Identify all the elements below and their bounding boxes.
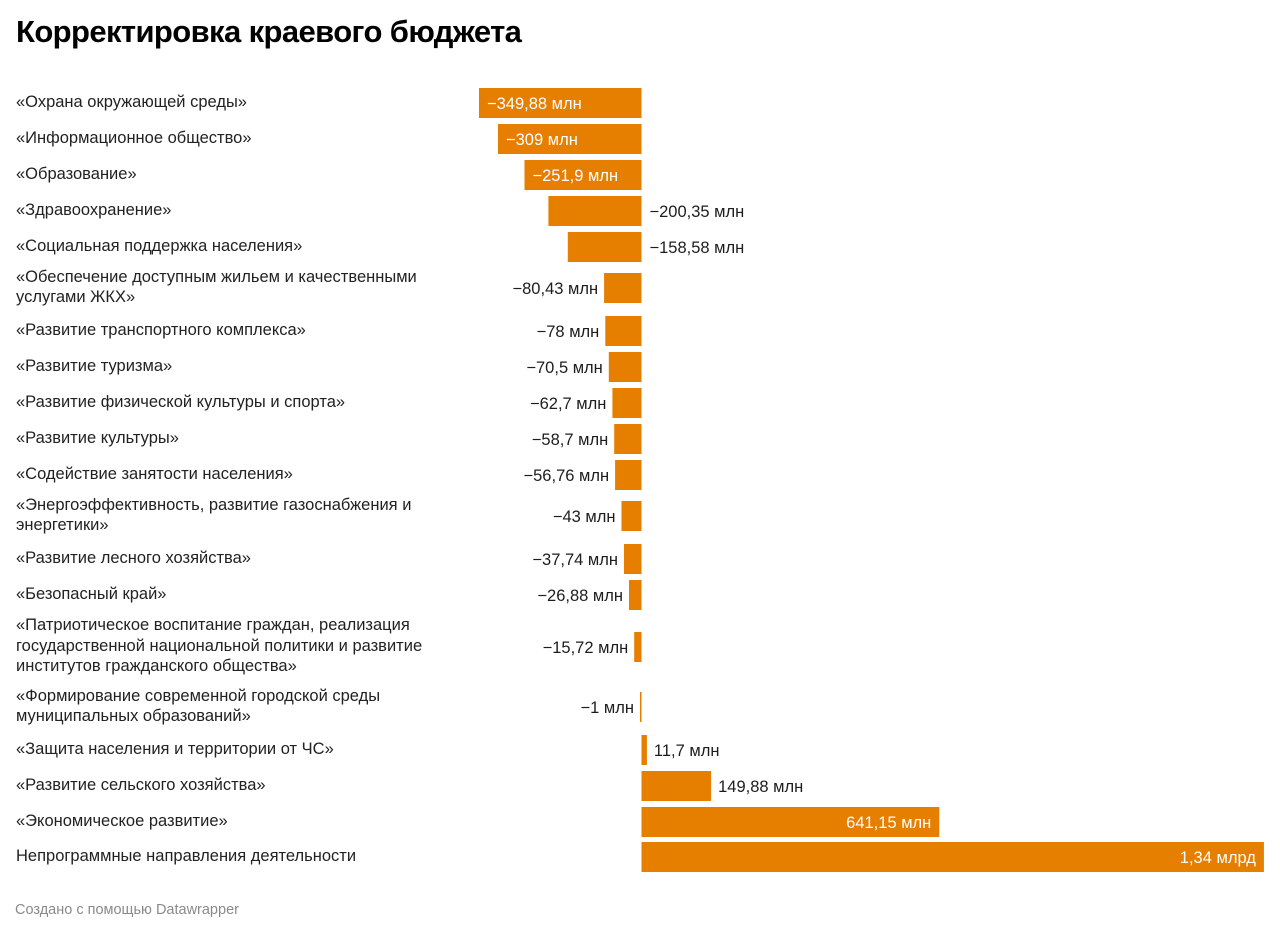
category-label: «Обеспечение доступным жильем и качестве…	[16, 267, 417, 307]
category-label: «Содействие занятости населения»	[16, 464, 293, 483]
bar	[615, 460, 642, 490]
value-label: −62,7 млн	[530, 395, 606, 413]
value-label: 11,7 млн	[654, 742, 720, 760]
value-label: −1 млн	[581, 699, 634, 717]
bar	[641, 807, 940, 837]
bar	[641, 735, 647, 765]
category-label: «Развитие культуры»	[16, 428, 179, 447]
category-label: «Развитие физической культуры и спорта»	[16, 392, 346, 411]
value-label: −200,35 млн	[650, 203, 745, 221]
category-label: «Развитие транспортного комплекса»	[16, 320, 306, 339]
value-label: −78 млн	[537, 323, 600, 341]
value-label: −26,88 млн	[537, 587, 623, 605]
category-label: «Социальная поддержка населения»	[16, 236, 303, 255]
category-label: «Защита населения и территории от ЧС»	[16, 739, 334, 758]
category-label: «Развитие сельского хозяйства»	[16, 775, 266, 794]
category-label: «Развитие лесного хозяйства»	[16, 548, 251, 567]
chart-title: Корректировка краевого бюджета	[16, 14, 522, 49]
bar	[608, 352, 642, 382]
bar	[614, 424, 642, 454]
bar	[612, 388, 642, 418]
bar	[621, 501, 642, 531]
value-label: −309 млн	[506, 131, 578, 149]
value-label: −251,9 млн	[533, 167, 619, 185]
value-label: −80,43 млн	[513, 280, 599, 298]
value-label: −58,7 млн	[532, 431, 608, 449]
bar	[567, 232, 642, 262]
category-label: «Патриотическое воспитание граждан, реал…	[16, 616, 423, 675]
value-label: 149,88 млн	[718, 778, 803, 796]
category-label: Непрограммные направления деятельности	[16, 846, 357, 865]
bar	[524, 160, 642, 190]
category-label: «Охрана окружающей среды»	[16, 92, 247, 111]
category-label: «Энергоэффективность, развитие газоснабж…	[16, 495, 412, 535]
bar	[605, 316, 642, 346]
category-label: «Развитие туризма»	[16, 356, 173, 375]
bar	[479, 88, 642, 118]
bar	[548, 196, 642, 226]
value-label: −43 млн	[553, 508, 616, 526]
value-label: 1,34 млрд	[1180, 849, 1256, 867]
bar	[641, 842, 1264, 872]
bar	[634, 632, 642, 662]
category-label: «Образование»	[16, 164, 137, 183]
footer-credit: Создано с помощью Datawrapper	[15, 902, 239, 918]
bar	[640, 692, 642, 722]
category-label: «Экономическое развитие»	[16, 811, 228, 830]
value-label: −37,74 млн	[532, 551, 618, 569]
bar	[641, 771, 712, 801]
value-label: −15,72 млн	[543, 639, 629, 657]
bar	[624, 544, 642, 574]
value-label: −56,76 млн	[524, 467, 610, 485]
category-label: «Здравоохранение»	[16, 200, 172, 219]
value-label: −349,88 млн	[487, 95, 582, 113]
value-label: 641,15 млн	[846, 814, 931, 832]
bar	[629, 580, 642, 610]
value-label: −158,58 млн	[650, 239, 745, 257]
category-label: «Информационное общество»	[16, 128, 252, 147]
bar	[498, 124, 642, 154]
category-label: «Безопасный край»	[16, 584, 167, 603]
bar	[604, 273, 642, 303]
value-label: −70,5 млн	[526, 359, 602, 377]
category-label: «Формирование современной городской сред…	[16, 686, 381, 726]
